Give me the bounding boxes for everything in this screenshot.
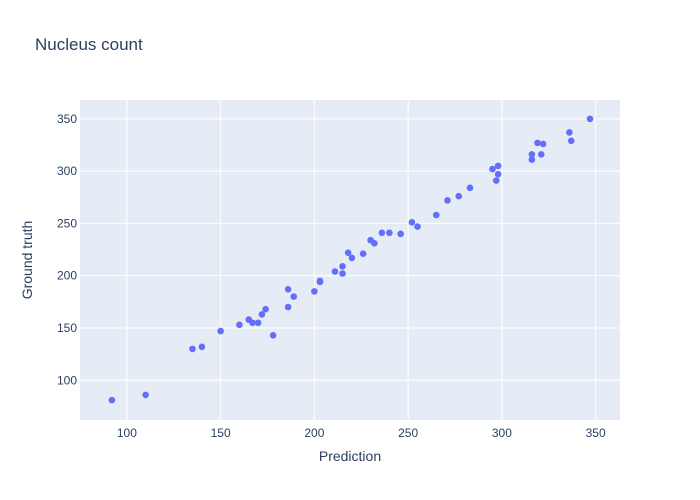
x-tick-label: 100: [117, 426, 137, 440]
data-point: [466, 184, 474, 192]
data-point: [371, 239, 378, 247]
data-point: [254, 319, 262, 327]
y-axis-title: Ground truth: [19, 221, 35, 300]
data-point: [528, 151, 536, 158]
y-tick-label: 100: [57, 373, 77, 387]
data-point: [492, 177, 500, 184]
data-point: [408, 219, 416, 226]
x-tick-label: 150: [211, 426, 231, 440]
data-point: [528, 156, 536, 163]
tick-labels: 100 150 200 250 300 350 100 150 200 250 300 350: [57, 112, 606, 440]
data-point: [142, 391, 149, 399]
data-point: [339, 262, 346, 270]
data-point: [359, 250, 367, 258]
y-tick-label: 250: [57, 216, 77, 230]
data-point: [378, 229, 386, 237]
data-point: [284, 285, 292, 293]
data-point: [262, 305, 269, 313]
data-point: [258, 311, 266, 318]
x-tick-label: 300: [492, 426, 512, 440]
data-point: [494, 162, 502, 170]
data-point: [537, 151, 545, 158]
data-point: [284, 303, 292, 311]
data-point: [386, 229, 393, 237]
data-point: [311, 288, 318, 295]
chart-title: Nucleus count: [35, 35, 143, 54]
data-point: [331, 268, 339, 275]
data-point: [189, 345, 196, 353]
y-tick-label: 300: [57, 164, 77, 178]
y-tick-label: 200: [57, 269, 77, 283]
data-point: [316, 278, 324, 286]
data-point: [444, 197, 451, 204]
data-point: [249, 319, 256, 327]
data-point: [397, 230, 404, 238]
x-axis-title: Prediction: [319, 448, 381, 464]
y-tick-label: 350: [57, 112, 77, 126]
x-tick-label: 250: [398, 426, 418, 440]
data-point: [489, 165, 496, 173]
data-point: [344, 249, 352, 256]
data-point: [217, 327, 224, 335]
data-point: [586, 115, 594, 123]
data-point: [290, 293, 298, 300]
data-point: [539, 140, 547, 148]
data-point: [339, 270, 346, 277]
y-tick-label: 150: [57, 321, 77, 335]
data-point: [567, 137, 575, 145]
data-point: [432, 211, 440, 219]
data-point: [534, 139, 541, 147]
data-point: [414, 223, 421, 230]
data-point: [566, 129, 573, 136]
data-point: [494, 170, 502, 178]
grid-lines: [80, 100, 620, 420]
data-point: [348, 254, 356, 262]
data-point: [269, 331, 277, 339]
x-tick-label: 200: [304, 426, 324, 440]
data-point: [108, 396, 116, 404]
data-point: [455, 192, 463, 200]
data-point: [198, 343, 206, 351]
data-point: [236, 321, 243, 329]
data-points: [108, 115, 594, 404]
x-tick-label: 350: [586, 426, 606, 440]
